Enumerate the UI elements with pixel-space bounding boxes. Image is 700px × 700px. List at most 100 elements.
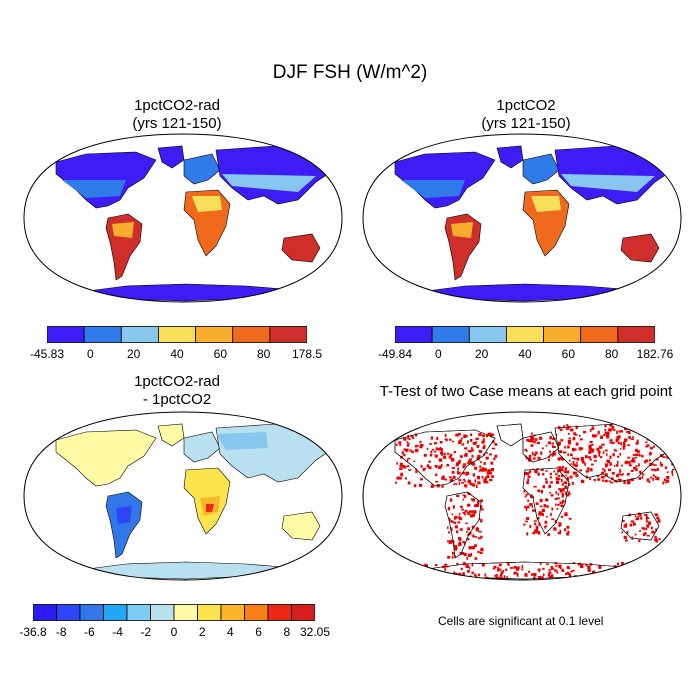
significant-cell: [635, 442, 639, 445]
significant-cell: [575, 425, 578, 429]
colorbar-tick-label: 8: [283, 625, 291, 639]
significant-cell: [599, 445, 603, 449]
significant-cell: [623, 438, 628, 442]
significant-cell: [597, 478, 601, 481]
significant-cell: [563, 471, 567, 474]
significant-cell: [615, 474, 620, 478]
significant-cell: [612, 453, 615, 457]
significant-cell: [483, 478, 487, 482]
significant-cell: [458, 462, 461, 465]
significant-cell: [462, 562, 466, 566]
value-band: [561, 174, 655, 192]
significant-cell: [536, 441, 540, 444]
significant-cell: [622, 574, 625, 578]
significant-cell: [668, 446, 672, 450]
significant-cell: [502, 570, 505, 573]
significant-cell: [573, 457, 577, 460]
significant-cell: [465, 473, 468, 476]
significant-cell: [593, 459, 597, 462]
significant-cell: [454, 515, 458, 519]
significant-cell: [413, 460, 416, 463]
significant-cell: [429, 443, 432, 445]
significant-cell: [465, 564, 469, 568]
significant-cell: [449, 478, 454, 482]
significant-cell: [607, 459, 611, 464]
significant-cell: [450, 458, 455, 460]
colorbar-swatch: [197, 604, 222, 621]
significant-cell: [454, 525, 458, 529]
significant-cell: [628, 464, 632, 467]
significant-cell: [471, 462, 473, 465]
significant-cell: [665, 443, 668, 446]
significant-cell: [474, 573, 477, 577]
significant-cell: [557, 497, 560, 500]
significant-cell: [651, 468, 655, 471]
significant-cell: [536, 516, 540, 520]
significant-cell: [470, 438, 473, 442]
significant-cell: [546, 505, 549, 508]
significant-cell: [566, 424, 569, 427]
significant-cell: [409, 449, 412, 452]
significant-cell: [450, 520, 454, 523]
significant-cell: [489, 453, 492, 456]
significant-cell: [402, 454, 405, 456]
significant-cell: [565, 491, 567, 494]
significant-cell: [437, 577, 441, 580]
significant-cell: [561, 494, 564, 498]
significant-cell: [523, 523, 526, 526]
significant-cell: [487, 433, 491, 436]
significant-cell: [474, 557, 478, 560]
significant-cell: [406, 458, 409, 462]
significance-note: Cells are significant at 0.1 level: [438, 614, 604, 628]
significant-cell: [567, 483, 571, 486]
significant-cell: [559, 489, 563, 493]
significant-cell: [650, 437, 654, 442]
significant-cell: [535, 530, 539, 534]
significant-cell: [542, 573, 545, 576]
significant-cell: [601, 471, 604, 474]
significant-cell: [415, 433, 417, 437]
significant-cell: [472, 546, 475, 550]
significant-cell: [630, 520, 635, 523]
significant-cell: [663, 436, 666, 439]
colorbar-tick-label: 0: [86, 347, 94, 361]
significant-cell: [635, 448, 638, 452]
significant-cell: [534, 438, 538, 441]
significant-cell: [421, 570, 424, 574]
significant-cell: [477, 550, 480, 554]
significant-cell: [475, 441, 477, 445]
significant-cell: [464, 434, 468, 438]
significant-cell: [497, 568, 500, 572]
significant-cell: [549, 450, 551, 453]
significant-cell: [621, 562, 625, 565]
significant-cell: [477, 454, 481, 458]
significant-cell: [639, 470, 642, 475]
significant-cell: [560, 468, 564, 472]
significant-cell: [484, 573, 487, 577]
colorbar-tick-label: 20: [474, 347, 489, 361]
significant-cell: [534, 529, 538, 532]
colorbar-tick-label: 182.76: [636, 347, 674, 361]
significant-cell: [619, 447, 622, 450]
significant-cell: [605, 434, 610, 437]
significant-cell: [589, 468, 593, 472]
significant-cell: [612, 574, 615, 577]
significant-cell: [472, 536, 476, 538]
significant-cell: [616, 562, 619, 566]
significant-cell: [641, 476, 644, 479]
significant-cell: [550, 512, 552, 517]
significant-cell: [672, 468, 675, 471]
significant-cell: [455, 433, 459, 437]
significant-cell: [457, 537, 462, 540]
significant-cell: [527, 499, 529, 502]
significant-cell: [563, 481, 567, 484]
colorbar-tick-label: 0: [170, 625, 178, 639]
significant-cell: [662, 436, 665, 440]
significant-cell: [532, 509, 536, 512]
significant-cell: [642, 532, 645, 536]
significant-cell: [664, 466, 668, 469]
significant-cell: [486, 471, 490, 475]
colorbar-swatch: [103, 604, 128, 621]
significant-cell: [591, 427, 595, 430]
significant-cell: [467, 461, 470, 465]
